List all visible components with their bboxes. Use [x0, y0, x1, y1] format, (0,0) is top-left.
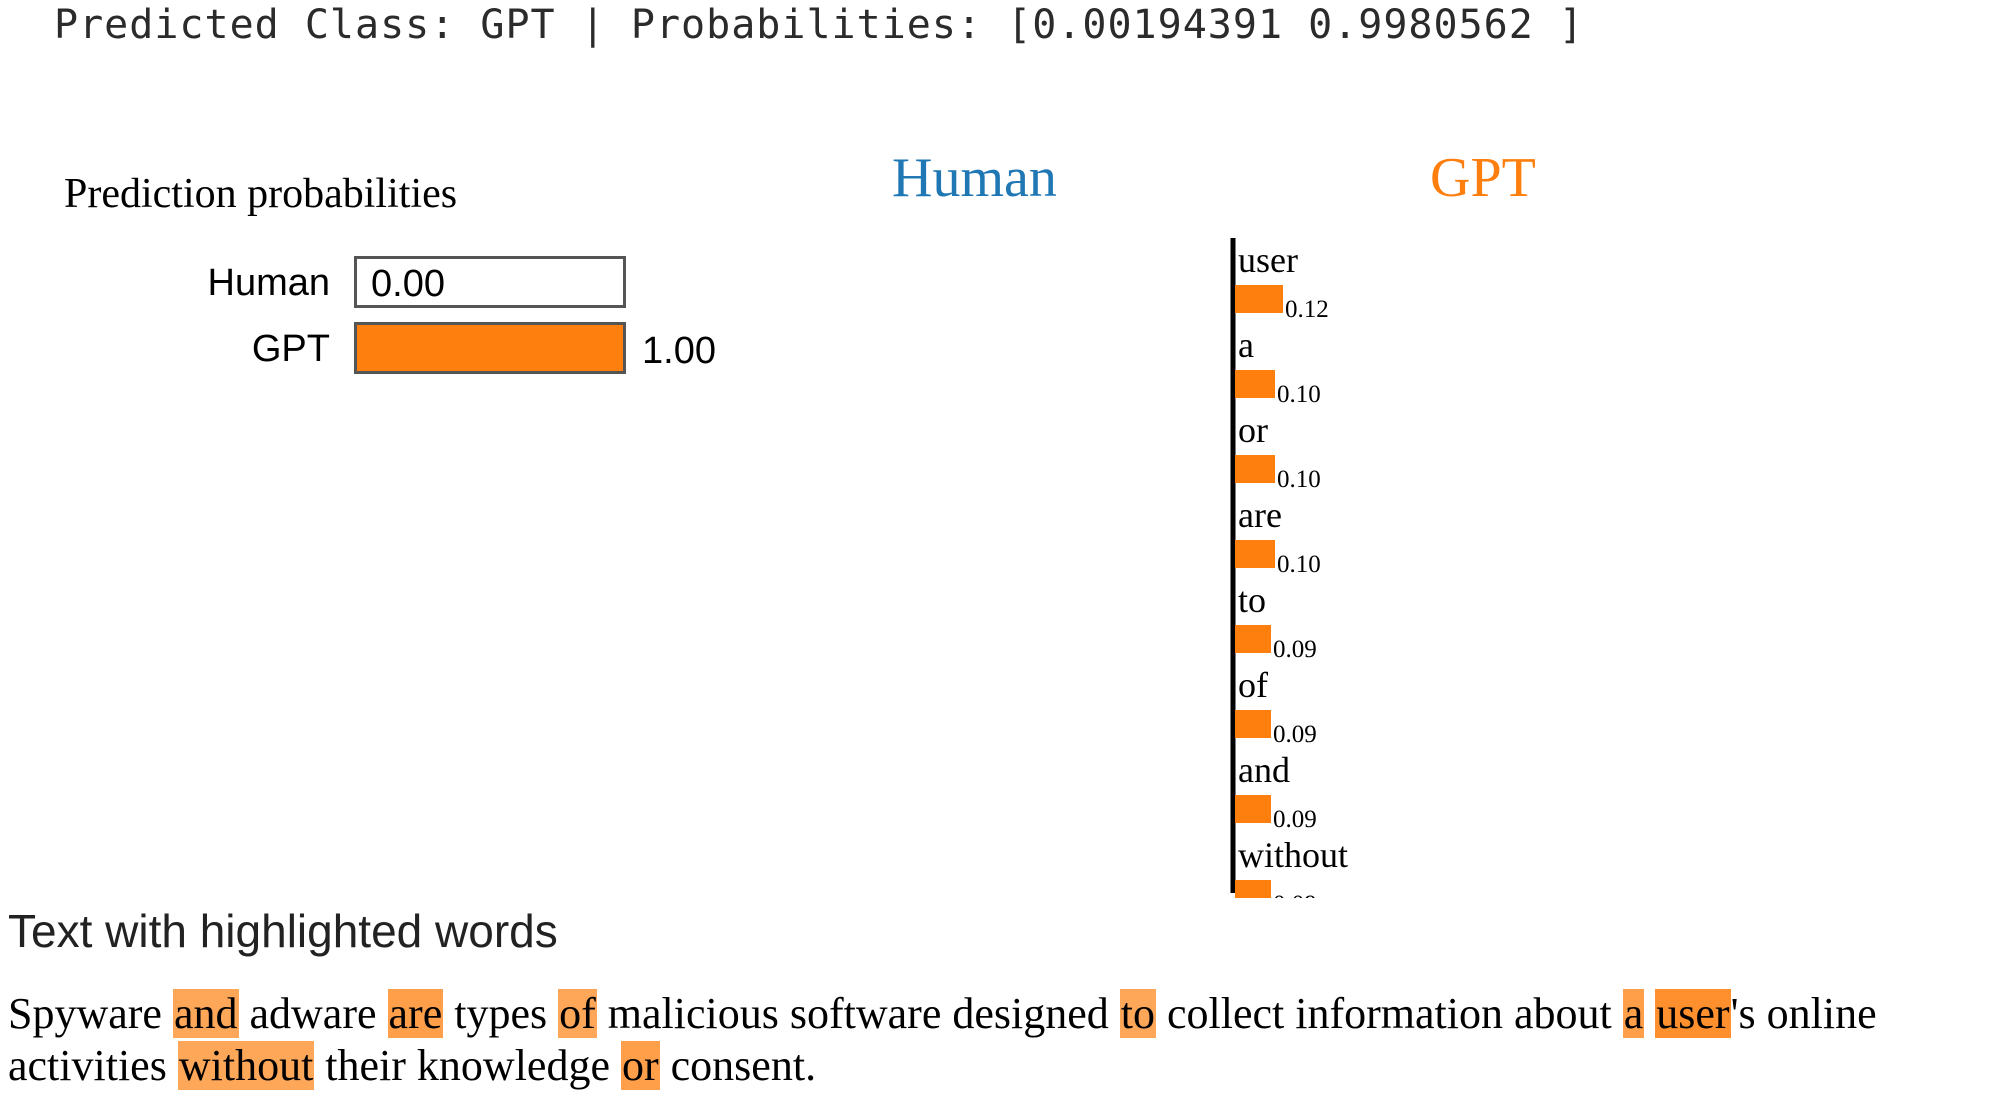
highlighted-word: and [172, 989, 239, 1038]
feature-label: a [1238, 325, 1254, 365]
feature-weights-chart: user0.12a0.10or0.10are0.10to0.09of0.09an… [1230, 238, 1348, 898]
feature-value-label: 0.09 [1273, 806, 1317, 833]
class-header-gpt: GPT [1430, 147, 1536, 209]
prediction-probabilities-title: Prediction probabilities [64, 171, 458, 217]
predicted-class-output: Predicted Class: GPT | Probabilities: [0… [54, 2, 1585, 48]
probability-label: Human [207, 262, 331, 304]
highlighted-word: are [387, 989, 444, 1038]
feature-value-label: 0.09 [1273, 636, 1317, 663]
probability-bar-frame: 0.00 [354, 256, 626, 308]
probability-value: 1.00 [642, 330, 716, 372]
highlighted-word: without [177, 1041, 315, 1090]
feature-bar [1235, 370, 1275, 398]
probability-label: GPT [251, 328, 330, 370]
feature-bar [1235, 540, 1275, 568]
feature-value-label: 0.10 [1277, 466, 1321, 493]
feature-label: and [1238, 750, 1290, 790]
highlighted-word: user [1655, 989, 1731, 1038]
highlighted-text-title: Text with highlighted words [8, 905, 558, 957]
highlighted-word: of [558, 989, 597, 1038]
feature-label: to [1238, 580, 1266, 620]
feature-bar [1235, 710, 1271, 738]
feature-value-label: 0.12 [1285, 296, 1329, 323]
feature-bar [1235, 880, 1271, 898]
feature-label: or [1238, 410, 1268, 450]
feature-bar [1235, 285, 1283, 313]
feature-value-label: 0.10 [1277, 551, 1321, 578]
feature-value-label: 0.10 [1277, 381, 1321, 408]
feature-bar [1235, 795, 1271, 823]
feature-value-label: 0.09 [1273, 721, 1317, 748]
feature-label: user [1238, 240, 1298, 280]
highlighted-word: to [1119, 989, 1156, 1038]
feature-bar [1235, 625, 1271, 653]
feature-label: without [1238, 835, 1348, 875]
highlighted-word: a [1622, 989, 1645, 1038]
feature-label: are [1238, 495, 1282, 535]
class-header-human: Human [892, 147, 1057, 209]
highlighted-text-body: Spyware and adware are types of maliciou… [8, 989, 1877, 1090]
highlighted-word: or [621, 1041, 660, 1090]
feature-label: of [1238, 665, 1268, 705]
probability-value: 0.00 [371, 263, 445, 305]
probability-bar-fill [357, 325, 623, 371]
feature-value-label: 0.09 [1273, 891, 1317, 898]
probability-bar-frame [354, 322, 626, 374]
feature-bar [1235, 455, 1275, 483]
